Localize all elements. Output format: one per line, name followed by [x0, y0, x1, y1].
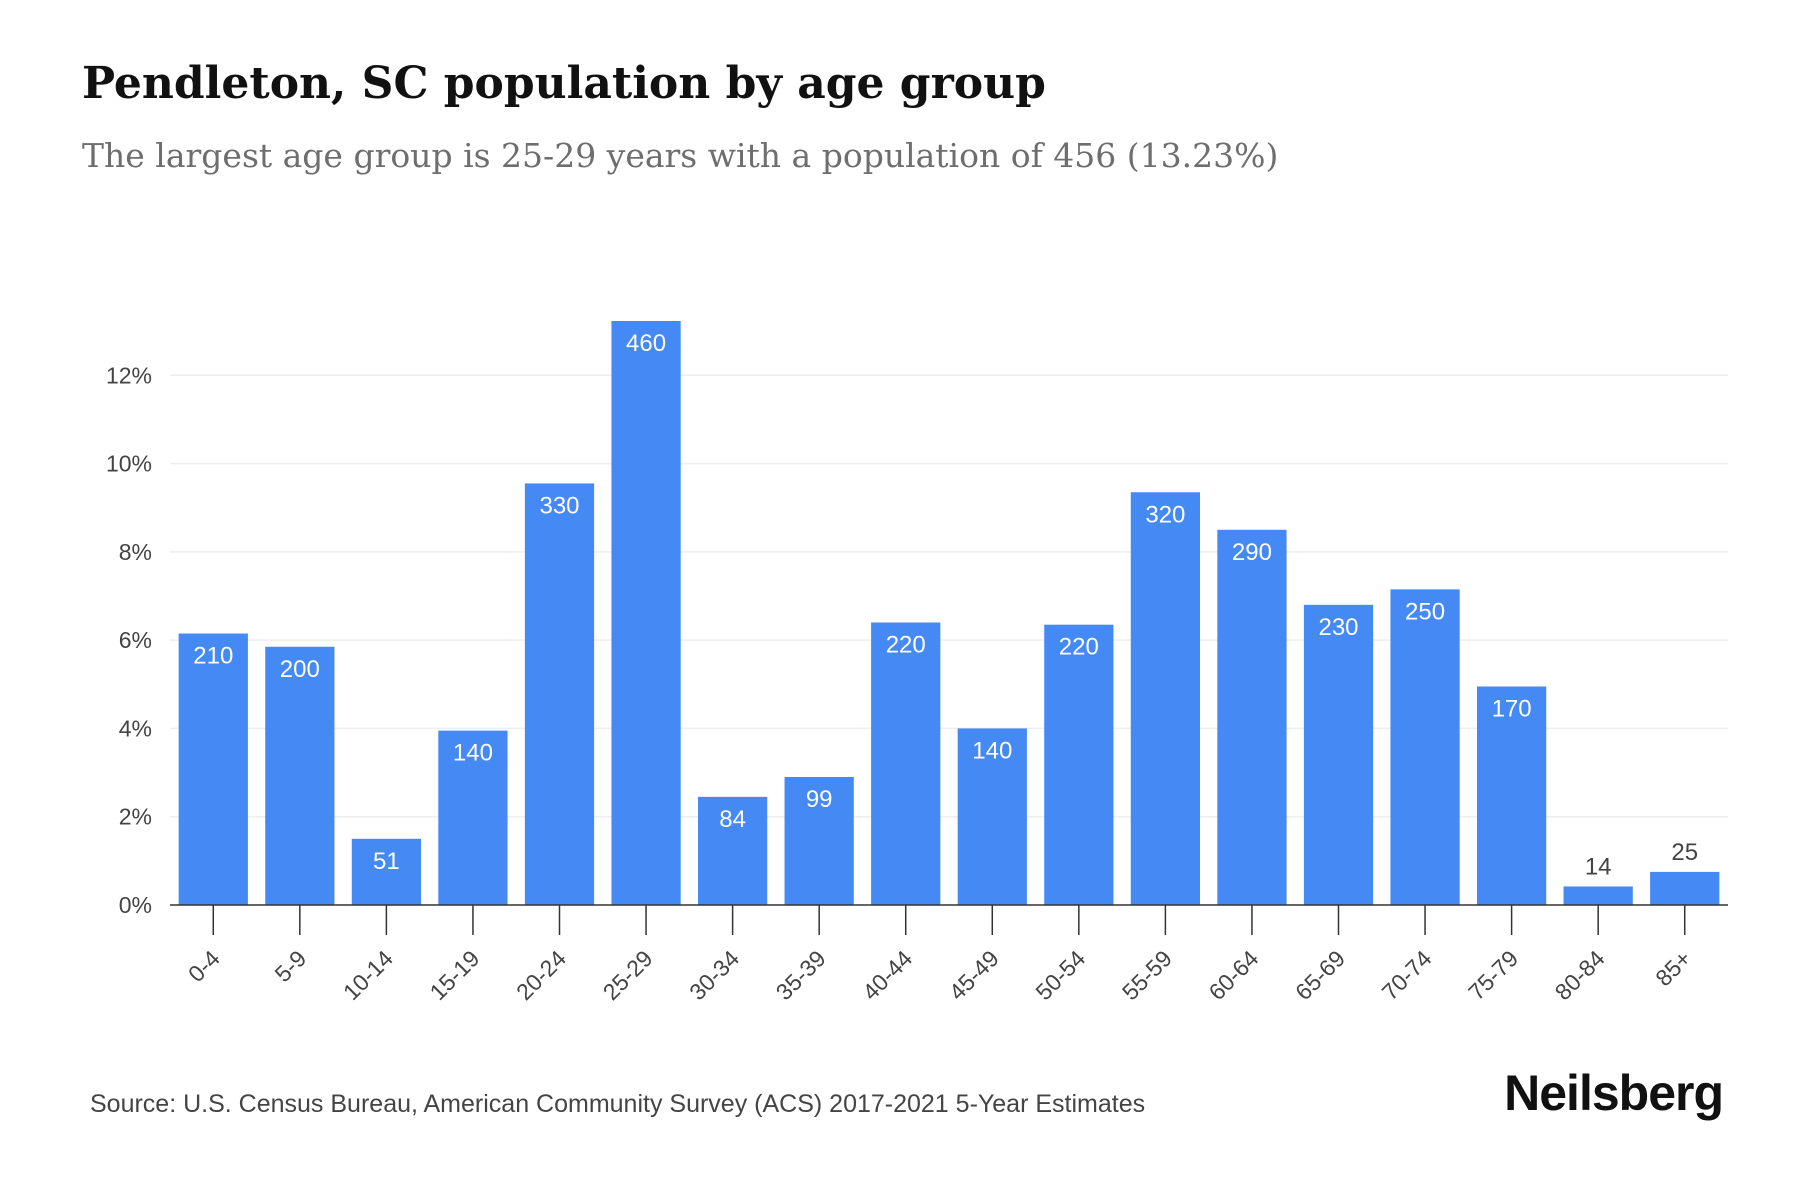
bar	[351, 838, 422, 905]
bar	[1044, 624, 1114, 905]
y-tick-label: 8%	[119, 539, 152, 565]
data-label: 230	[1318, 614, 1358, 641]
bar	[438, 730, 508, 905]
x-tick-label: 5-9	[269, 945, 311, 987]
data-label: 320	[1145, 501, 1185, 528]
bar	[697, 796, 768, 905]
bar	[1303, 604, 1374, 905]
y-tick-label: 10%	[106, 451, 152, 477]
x-tick-label: 10-14	[338, 945, 398, 1005]
chart-title: Pendleton, SC population by age group	[82, 58, 1046, 109]
y-tick-label: 12%	[106, 362, 152, 388]
x-tick-label: 50-54	[1030, 945, 1090, 1005]
data-label: 220	[1059, 634, 1099, 661]
chart-subtitle: The largest age group is 25-29 years wit…	[82, 136, 1279, 175]
bar	[524, 483, 595, 905]
data-label: 51	[373, 848, 400, 875]
data-labels: 210 200 51 140 330 460 84 99 220 140 220 320 290 230 2…	[193, 330, 1698, 880]
data-label: 210	[193, 643, 233, 670]
x-tick-label: 65-69	[1290, 945, 1350, 1005]
x-tick-label: 45-49	[944, 945, 1004, 1005]
bar	[871, 622, 941, 905]
x-tick-label: 60-64	[1203, 945, 1263, 1005]
y-tick-label: 0%	[119, 892, 152, 918]
y-axis-ticks: 0% 2% 4% 6% 8% 10% 12%	[106, 362, 152, 918]
source-note: Source: U.S. Census Bureau, American Com…	[90, 1090, 1146, 1118]
x-tick-label: 75-79	[1463, 945, 1523, 1005]
data-label: 200	[280, 656, 320, 683]
data-label: 220	[886, 631, 926, 658]
x-tick-label: 85+	[1650, 945, 1696, 991]
x-tick-label: 0-4	[183, 945, 225, 987]
x-tick-label: 40-44	[857, 945, 917, 1005]
x-tick-label: 80-84	[1550, 945, 1610, 1005]
bar	[784, 776, 854, 905]
data-label: 460	[626, 330, 666, 357]
x-tick-label: 55-59	[1117, 945, 1177, 1005]
bar	[1563, 886, 1633, 905]
bar	[178, 633, 248, 905]
gridlines	[170, 374, 1728, 818]
y-tick-label: 6%	[119, 627, 152, 653]
data-label: 250	[1405, 598, 1445, 625]
bar	[1130, 492, 1201, 905]
x-tick-label: 35-39	[771, 945, 831, 1005]
bar	[1217, 529, 1287, 905]
bar	[265, 646, 335, 905]
x-tick-label: 70-74	[1377, 945, 1437, 1005]
data-label: 84	[719, 806, 746, 833]
data-label: 25	[1671, 839, 1698, 866]
x-tick-label: 25-29	[598, 945, 658, 1005]
data-label: 330	[539, 492, 579, 519]
x-tick-label: 20-24	[511, 945, 571, 1005]
brand-logo: Neilsberg	[1504, 1065, 1724, 1121]
y-tick-label: 2%	[119, 804, 152, 830]
bars	[178, 320, 1720, 905]
data-label: 14	[1585, 853, 1612, 880]
data-label: 170	[1492, 695, 1532, 722]
data-label: 290	[1232, 539, 1272, 566]
bar	[1476, 686, 1547, 905]
bar	[957, 728, 1027, 905]
x-tick-label: 30-34	[684, 945, 744, 1005]
data-label: 140	[972, 737, 1012, 764]
bar-chart: 0% 2% 4% 6% 8% 10% 12% 210 200 51 140 330 460 84 99 22…	[106, 320, 1728, 1005]
x-tick-label: 15-19	[424, 945, 484, 1005]
bar	[1650, 871, 1720, 905]
bar	[611, 320, 681, 905]
bar	[1390, 589, 1460, 905]
y-tick-label: 4%	[119, 715, 152, 741]
x-axis-ticks: 0-4 5-9 10-14 15-19 20-24 25-29 30-34 35-39 40-4…	[183, 905, 1696, 1005]
data-label: 99	[806, 786, 833, 813]
data-label: 140	[453, 740, 493, 767]
